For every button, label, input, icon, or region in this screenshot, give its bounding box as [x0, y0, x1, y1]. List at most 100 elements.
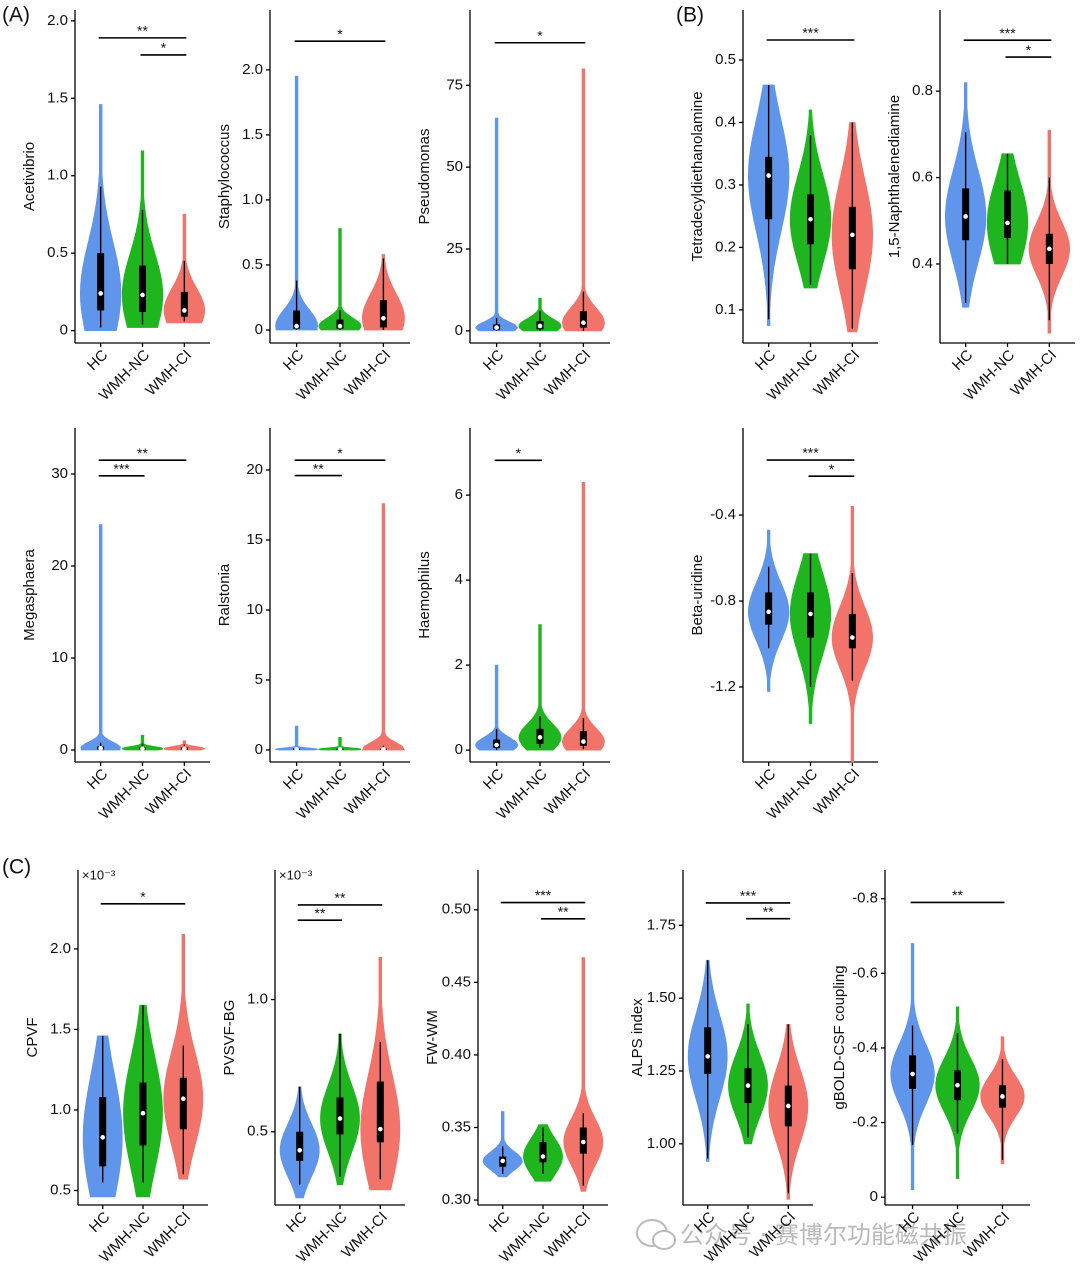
y-tick-label: 6 [455, 486, 463, 503]
sig-label: *** [802, 25, 819, 41]
median [910, 1071, 915, 1077]
x-tick-label: HC [84, 766, 111, 793]
sig-label: ** [313, 460, 324, 476]
y-axis-label: ALPS index [629, 998, 646, 1077]
median [140, 292, 145, 298]
x-tick-label: WMH-CI [142, 347, 195, 400]
median [537, 735, 543, 740]
y-tick-label: -0.4 [852, 1039, 878, 1056]
median [98, 291, 103, 296]
y-tick-label: 1.75 [647, 916, 676, 933]
y-tick-label: 0.5 [47, 244, 68, 261]
x-tick-label: HC [752, 766, 779, 793]
x-tick-label: WMH-CI [541, 347, 594, 400]
y-tick-label: 30 [51, 465, 68, 482]
y-tick-label: 1.0 [242, 191, 263, 208]
y-tick-label: 5 [255, 671, 263, 688]
y-tick-label: 0.1 [715, 301, 736, 318]
box [336, 1097, 344, 1135]
y-tick-label: 20 [246, 461, 263, 478]
sig-label: * [829, 461, 835, 477]
y-axis-label: Haemophilus [416, 551, 433, 639]
box [579, 311, 587, 328]
y-axis-label: Acetivibrio [21, 142, 38, 211]
y-tick-label: 0.5 [715, 51, 736, 68]
box [139, 265, 146, 313]
sig-label: * [537, 27, 543, 43]
median [955, 1082, 960, 1088]
watermark: 公众号 · 赛博尔功能磁共振 [680, 1221, 967, 1249]
x-tick-label: WMH-CI [810, 347, 863, 400]
y-tick-label: 0.6 [912, 169, 933, 186]
median [140, 1110, 146, 1116]
box [765, 156, 773, 220]
sig-label: ** [137, 23, 148, 39]
axis-multiplier: ×10⁻³ [82, 867, 116, 882]
y-tick-label: 20 [51, 557, 68, 574]
y-tick-label: 0.45 [442, 973, 471, 990]
y-tick-label: 0 [255, 321, 263, 338]
median [745, 1083, 751, 1088]
box [765, 592, 773, 625]
median [581, 1139, 586, 1145]
median [494, 325, 499, 330]
panel-label: (B) [676, 4, 704, 27]
median [337, 746, 343, 752]
y-tick-label: 0.5 [242, 256, 263, 273]
median [494, 742, 499, 748]
box [579, 730, 587, 746]
y-tick-label: 1.50 [647, 989, 676, 1006]
violin [318, 228, 362, 331]
y-tick-label: 0 [455, 322, 463, 339]
y-tick-label: 0.35 [442, 1118, 471, 1135]
sig-label: ** [335, 890, 346, 906]
box [97, 253, 105, 311]
median [786, 1103, 791, 1109]
violin [561, 68, 605, 332]
y-tick-label: -1.2 [710, 678, 736, 695]
violin [80, 524, 121, 751]
box [376, 1081, 384, 1143]
sig-label: ** [137, 445, 148, 461]
x-tick-label: WMH-CI [541, 766, 594, 819]
median [850, 635, 855, 640]
x-tick-label: WMH-CI [341, 347, 394, 400]
y-tick-label: 0 [870, 1188, 878, 1205]
y-tick-label: 1.5 [242, 126, 263, 143]
x-tick-label: HC [949, 347, 976, 374]
box [848, 206, 856, 270]
y-tick-label: 0.40 [442, 1046, 471, 1063]
median [808, 216, 813, 222]
median [1005, 220, 1010, 226]
x-tick-label: HC [752, 347, 779, 374]
violin [518, 624, 562, 751]
violin [475, 117, 519, 332]
y-axis-label: gBOLD-CSF coupling [831, 965, 848, 1109]
median [1000, 1094, 1005, 1099]
y-tick-label: 0.5 [247, 1123, 268, 1140]
y-tick-label: 50 [446, 158, 463, 175]
y-tick-label: 0 [255, 741, 263, 758]
sig-label: * [1026, 42, 1032, 58]
sig-label: ** [558, 903, 569, 919]
y-tick-label: 1.00 [647, 1135, 676, 1152]
sig-label: ** [952, 887, 963, 903]
y-tick-label: 1.0 [47, 167, 68, 184]
y-axis-label: Tetradecyldiethanolamine [689, 91, 706, 261]
box [180, 291, 188, 317]
median [705, 1054, 710, 1059]
y-tick-label: 15 [246, 531, 263, 548]
panel-label: (A) [2, 4, 30, 27]
median [808, 611, 813, 617]
y-tick-label: -0.8 [710, 592, 736, 609]
x-tick-label: WMH-CI [810, 766, 863, 819]
x-tick-label: WMH-CI [960, 1209, 1013, 1262]
x-tick-label: HC [86, 1209, 113, 1236]
y-tick-label: 0 [60, 322, 68, 339]
y-axis-label: Ralstonia [216, 563, 233, 626]
box [539, 1142, 547, 1163]
median [540, 1154, 546, 1159]
sig-label: * [140, 889, 146, 905]
y-tick-label: 2.0 [50, 940, 71, 957]
